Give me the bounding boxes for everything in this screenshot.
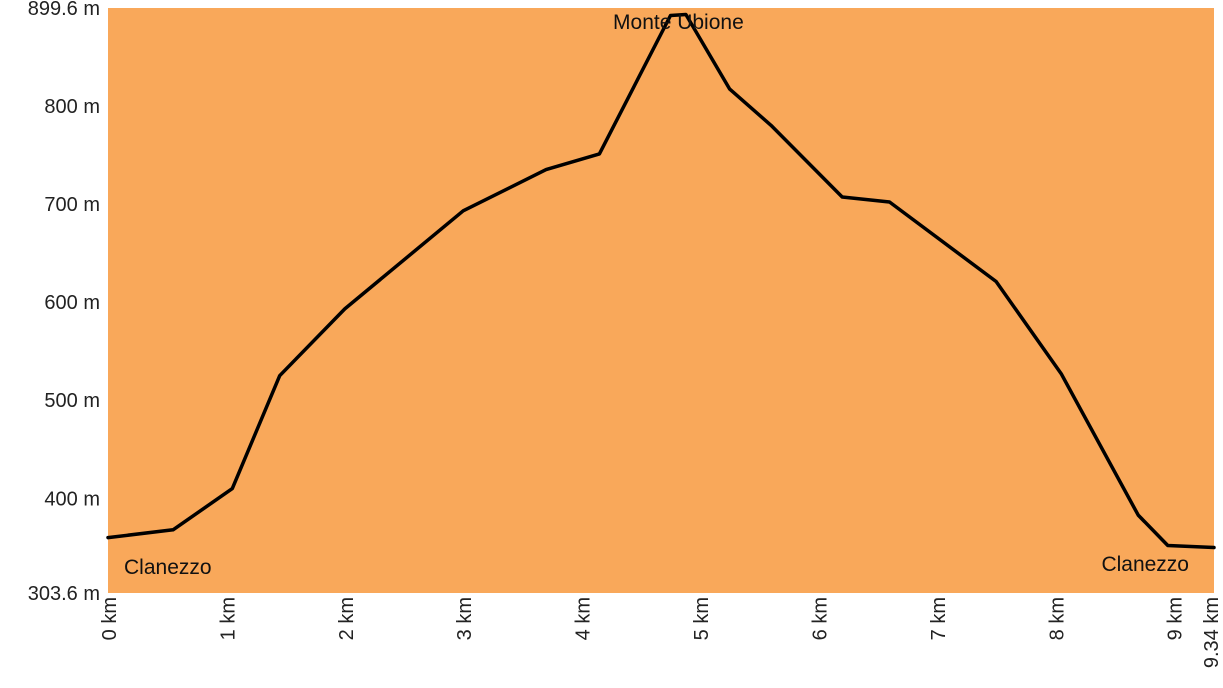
x-tick-label: 0 km <box>99 597 121 640</box>
x-tick-label: 6 km <box>809 597 831 640</box>
y-tick-label: 800 m <box>44 96 100 118</box>
y-tick-label: 700 m <box>44 194 100 216</box>
y-tick-label: 303.6 m <box>28 583 100 605</box>
x-tick-label: 3 km <box>454 597 476 640</box>
x-tick-label: 9 km <box>1165 597 1187 640</box>
y-tick-label: 899.6 m <box>28 0 100 20</box>
x-tick-label: 1 km <box>217 597 239 640</box>
x-tick-label: 9.34 km <box>1201 597 1223 668</box>
x-tick-label: 2 km <box>336 597 358 640</box>
location-annotation: Monte Ubione <box>613 11 744 34</box>
x-tick-label: 4 km <box>573 597 595 640</box>
x-tick-label: 5 km <box>691 597 713 640</box>
y-tick-label: 600 m <box>44 292 100 314</box>
x-tick-label: 8 km <box>1046 597 1068 640</box>
location-annotation: Clanezzo <box>124 556 212 579</box>
annotations: Monte Ubione Clanezzo Clanezzo <box>124 11 1189 579</box>
x-axis: 0 km 1 km 2 km 3 km 4 km 5 km 6 km 7 km 8 km 9 km… <box>99 597 1223 668</box>
y-axis: 303.6 m 400 m 500 m 600 m 700 m 800 m 899.6 m <box>28 0 100 605</box>
plot-area <box>108 8 1214 593</box>
y-tick-label: 400 m <box>44 488 100 510</box>
x-tick-label: 7 km <box>928 597 950 640</box>
series-group <box>106 12 1216 550</box>
y-tick-label: 500 m <box>44 390 100 412</box>
location-annotation: Clanezzo <box>1101 553 1189 576</box>
